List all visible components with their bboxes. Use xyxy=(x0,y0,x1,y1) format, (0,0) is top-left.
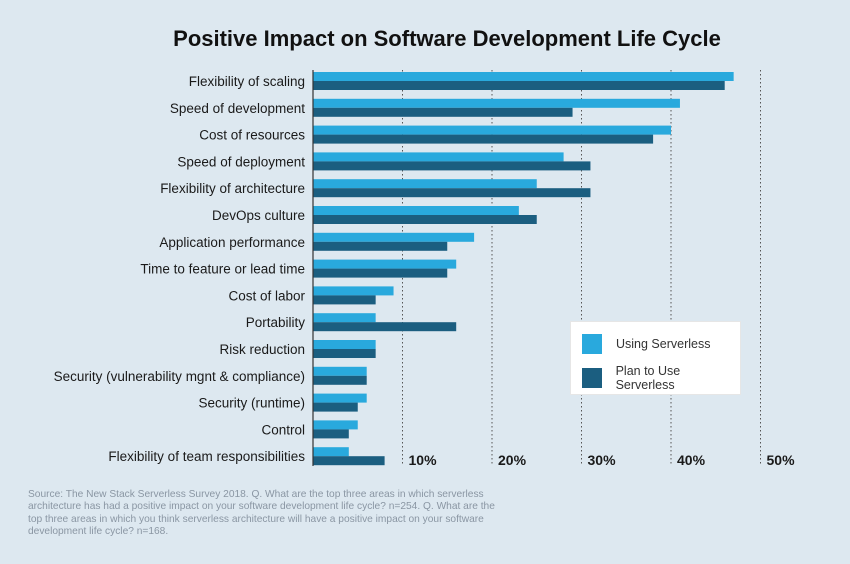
bar-plan xyxy=(313,134,654,144)
bar-plan xyxy=(313,295,376,305)
category-label: Security (runtime) xyxy=(198,396,305,411)
category-label: Risk reduction xyxy=(219,342,305,357)
bars xyxy=(313,72,734,466)
category-label: Time to feature or lead time xyxy=(140,262,305,277)
legend-item-using: Using Serverless xyxy=(582,334,710,354)
bar-plan xyxy=(313,107,573,117)
tick-label: 20% xyxy=(498,452,527,468)
bar-using xyxy=(313,179,537,189)
category-label: Speed of deployment xyxy=(177,154,305,169)
legend-label-plan: Plan to Use Serverless xyxy=(615,364,681,392)
tick-label: 40% xyxy=(677,452,706,468)
bar-plan xyxy=(313,268,448,278)
bar-using xyxy=(313,420,358,430)
legend-item-plan: Plan to Use Serverless xyxy=(582,364,740,392)
category-label: Application performance xyxy=(159,235,305,250)
bar-using xyxy=(313,259,457,269)
category-label: Cost of resources xyxy=(199,128,305,143)
bar-using xyxy=(313,98,680,108)
tick-labels: 10% 20% 30% 40% 50% xyxy=(409,452,796,468)
tick-label: 10% xyxy=(409,452,438,468)
bar-plan xyxy=(313,241,448,251)
bar-using xyxy=(313,232,475,242)
bar-using xyxy=(313,340,376,349)
bar-using xyxy=(313,366,367,376)
bar-plan xyxy=(313,322,457,332)
category-label: Portability xyxy=(246,315,306,330)
bar-plan xyxy=(313,456,385,466)
bar-using xyxy=(313,125,671,135)
bar-plan xyxy=(313,81,725,90)
bar-plan xyxy=(313,215,537,224)
bar-plan xyxy=(313,188,591,198)
bar-using xyxy=(313,152,564,162)
category-label: Flexibility of team responsibilities xyxy=(108,449,305,464)
bar-plan xyxy=(313,375,367,385)
category-label: Security (vulnerability mgnt & complianc… xyxy=(54,369,305,384)
bar-plan xyxy=(313,429,349,439)
bar-using xyxy=(313,447,349,457)
category-label: DevOps culture xyxy=(212,208,305,223)
bar-using xyxy=(313,286,394,296)
bar-plan xyxy=(313,402,358,412)
bar-plan xyxy=(313,349,376,358)
bar-using xyxy=(313,72,734,81)
category-label: Control xyxy=(261,422,305,437)
legend-swatch-using xyxy=(582,334,602,354)
category-label: Flexibility of scaling xyxy=(189,74,305,89)
legend: Using Serverless Plan to Use Serverless xyxy=(570,321,741,395)
bar-plan xyxy=(313,161,591,171)
chart-title: Positive Impact on Software Development … xyxy=(173,26,721,51)
category-label: Flexibility of architecture xyxy=(160,181,305,196)
legend-swatch-plan xyxy=(582,368,602,388)
bar-using xyxy=(313,393,367,403)
category-label: Cost of labor xyxy=(228,288,305,303)
tick-label: 30% xyxy=(588,452,617,468)
category-labels: Flexibility of scaling Speed of developme… xyxy=(54,74,306,464)
tick-label: 50% xyxy=(767,452,796,468)
bar-using xyxy=(313,313,376,323)
legend-label-using: Using Serverless xyxy=(616,337,711,351)
source-note: Source: The New Stack Serverless Survey … xyxy=(28,489,495,538)
category-label: Speed of development xyxy=(170,101,305,116)
bar-using xyxy=(313,206,519,215)
